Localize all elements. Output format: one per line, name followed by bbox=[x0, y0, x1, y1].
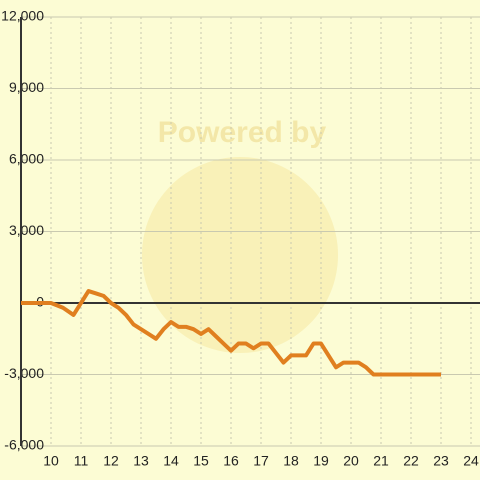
x-tick-label: 10 bbox=[43, 453, 59, 469]
y-tick-label: -3,000 bbox=[4, 365, 44, 381]
x-tick-label: 11 bbox=[74, 453, 89, 469]
x-tick-label: 13 bbox=[133, 453, 149, 469]
y-tick-label: 12,000 bbox=[1, 8, 44, 24]
y-tick-label: 9,000 bbox=[9, 79, 44, 95]
y-tick-label: 3,000 bbox=[9, 222, 44, 238]
x-tick-label: 15 bbox=[193, 453, 209, 469]
x-tick-label: 19 bbox=[313, 453, 329, 469]
watermark: Powered by bbox=[158, 116, 327, 149]
x-tick-label: 12 bbox=[103, 453, 119, 469]
x-tick-label: 22 bbox=[403, 453, 419, 469]
x-tick-label: 16 bbox=[223, 453, 239, 469]
data-line bbox=[21, 289, 441, 377]
x-tick-label: 23 bbox=[433, 453, 449, 469]
x-tick-label: 21 bbox=[373, 453, 389, 469]
x-tick-label: 14 bbox=[163, 453, 179, 469]
x-tick-label: 17 bbox=[253, 453, 269, 469]
y-tick-label: 6,000 bbox=[9, 151, 44, 167]
x-tick-label: 18 bbox=[283, 453, 299, 469]
x-tick-label: 24 bbox=[463, 453, 479, 469]
x-tick-label: 20 bbox=[343, 453, 359, 469]
y-tick-label: -6,000 bbox=[4, 437, 44, 453]
